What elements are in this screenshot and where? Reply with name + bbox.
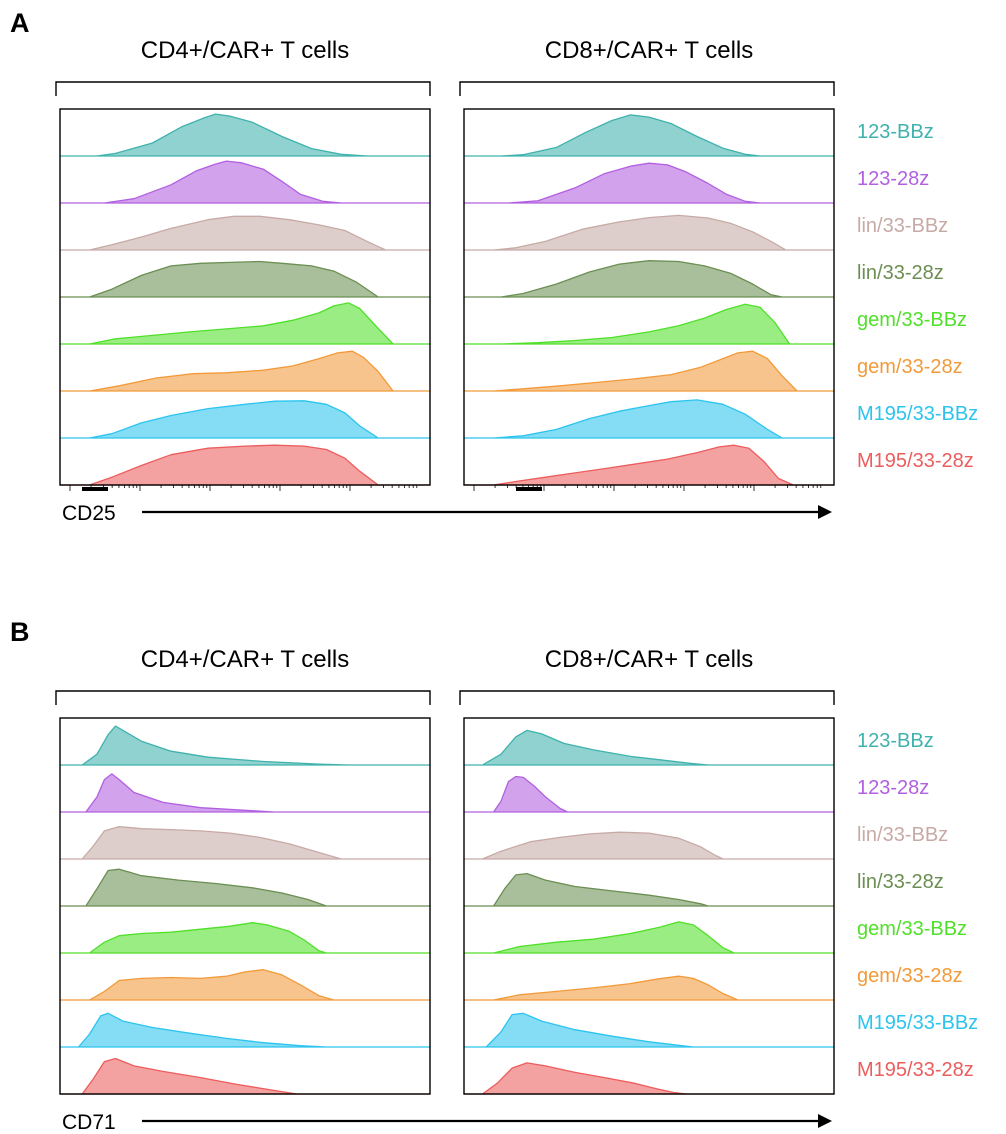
histogram-m195-33-bbz — [463, 399, 835, 439]
group-bracket — [55, 690, 431, 705]
histogram-lin-33-28z — [463, 872, 835, 907]
histogram-lin-33-bbz — [463, 214, 835, 251]
legend-label: 123-28z — [857, 777, 929, 799]
histogram-gem-33-bbz — [59, 922, 431, 954]
histogram-123-28z — [59, 160, 431, 204]
panel-letter-b: B — [10, 617, 30, 647]
histogram-123-bbz — [59, 725, 431, 766]
histogram-gem-33-28z — [463, 350, 835, 392]
plot-frame — [59, 717, 431, 1095]
legend-label: lin/33-28z — [857, 262, 944, 284]
group-title: CD8+/CAR+ T cells — [545, 37, 754, 64]
histogram-123-28z — [59, 773, 431, 813]
group-bracket — [459, 690, 835, 705]
group-title: CD4+/CAR+ T cells — [141, 37, 350, 64]
histogram-lin-33-bbz — [463, 831, 835, 860]
histogram-123-bbz — [59, 113, 431, 157]
legend-label: M195/33-28z — [857, 450, 974, 472]
legend-label: lin/33-BBz — [857, 824, 948, 846]
panel-letter-a: A — [10, 8, 30, 38]
axis-arrow-head — [818, 1114, 832, 1128]
plot-frame — [59, 108, 431, 486]
histogram-123-28z — [463, 162, 835, 204]
histogram-gem-33-28z — [59, 969, 431, 1001]
histogram-gem-33-bbz — [59, 302, 431, 345]
axis-label: CD71 — [62, 1111, 116, 1134]
histogram-lin-33-bbz — [59, 825, 431, 860]
group-title: CD4+/CAR+ T cells — [141, 646, 350, 673]
legend-label: M195/33-BBz — [857, 1012, 978, 1034]
legend-label: gem/33-28z — [857, 356, 963, 378]
legend-label: 123-BBz — [857, 121, 934, 143]
axis-label: CD25 — [62, 502, 116, 525]
histogram-lin-33-bbz — [59, 215, 431, 251]
legend-label: gem/33-BBz — [857, 918, 967, 940]
histogram-m195-33-bbz — [59, 1012, 431, 1048]
legend-label: M195/33-28z — [857, 1059, 974, 1081]
histogram-lin-33-28z — [59, 868, 431, 907]
axis-scale-bar — [516, 487, 542, 491]
group-bracket — [55, 81, 431, 96]
histogram-m195-33-bbz — [463, 1012, 835, 1048]
legend-label: 123-BBz — [857, 730, 934, 752]
histogram-123-bbz — [463, 729, 835, 766]
histogram-m195-33-28z — [59, 1057, 431, 1095]
plot-frame — [463, 108, 835, 486]
axis-arrow-head — [818, 505, 832, 519]
histogram-m195-33-28z — [59, 444, 431, 486]
legend-label: lin/33-28z — [857, 871, 944, 893]
legend-label: M195/33-BBz — [857, 403, 978, 425]
group-title: CD8+/CAR+ T cells — [545, 646, 754, 673]
plot-frame — [463, 717, 835, 1095]
histogram-m195-33-28z — [463, 1062, 835, 1095]
histogram-gem-33-28z — [59, 350, 431, 392]
legend-label: gem/33-BBz — [857, 309, 967, 331]
histogram-m195-33-bbz — [59, 400, 431, 439]
histogram-123-bbz — [463, 114, 835, 157]
histogram-gem-33-bbz — [463, 921, 835, 954]
histogram-gem-33-28z — [463, 975, 835, 1001]
legend-label: gem/33-28z — [857, 965, 963, 987]
group-bracket — [459, 81, 835, 96]
histogram-lin-33-28z — [59, 260, 431, 298]
histogram-lin-33-28z — [463, 260, 835, 298]
legend-label: lin/33-BBz — [857, 215, 948, 237]
histogram-gem-33-bbz — [463, 303, 835, 345]
histogram-123-28z — [463, 775, 835, 813]
histogram-m195-33-28z — [463, 444, 835, 486]
legend-label: 123-28z — [857, 168, 929, 190]
axis-scale-bar — [82, 487, 108, 491]
